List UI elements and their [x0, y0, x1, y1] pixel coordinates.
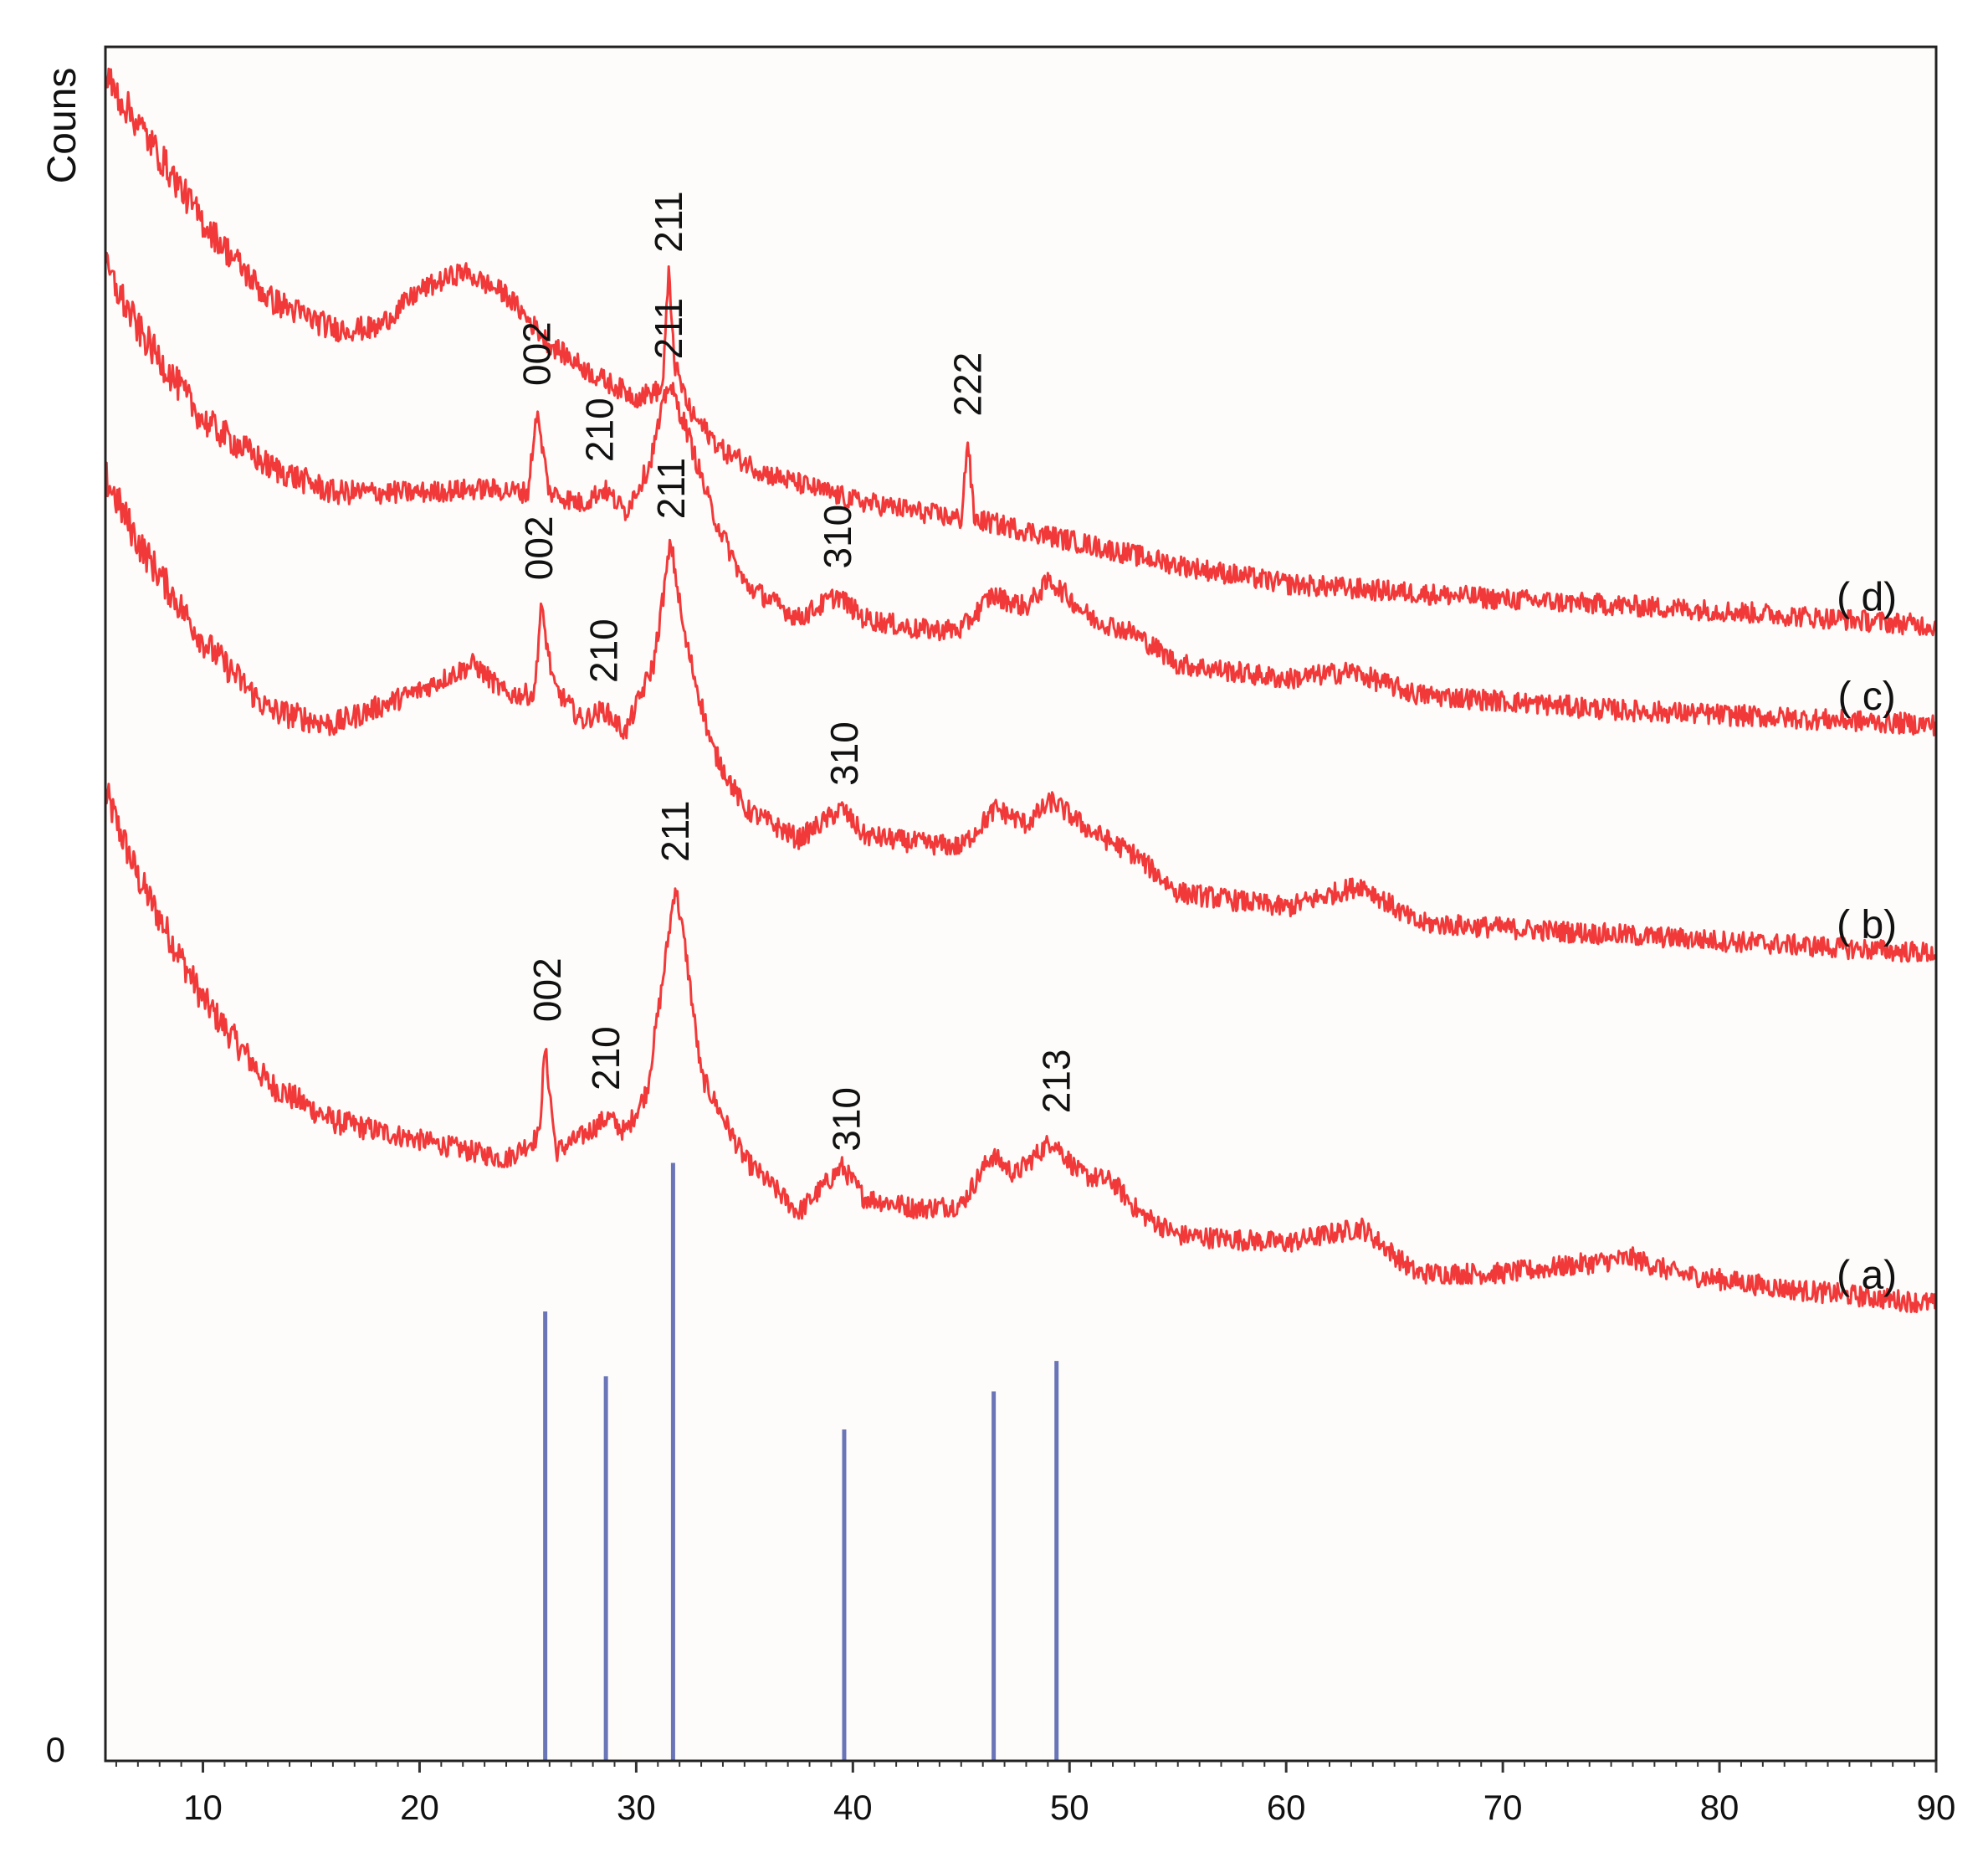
peak-label: 310	[825, 1087, 868, 1152]
peak-label: 310	[822, 721, 866, 786]
plot-frame	[104, 45, 1938, 1763]
peak-label: 213	[1035, 1049, 1079, 1114]
series-label: ( c)	[1837, 675, 1895, 719]
x-tick-label: 80	[1700, 1788, 1740, 1827]
series-curve	[104, 783, 1938, 1313]
reference-lines	[543, 1162, 1059, 1761]
y-zero-label: 0	[46, 1730, 65, 1769]
peak-label: 002	[525, 957, 569, 1022]
peak-label: 002	[517, 516, 561, 580]
x-tick-label: 90	[1917, 1788, 1956, 1827]
peak-label: 002	[515, 321, 558, 386]
x-axis: 10 20 30 40 50 60 70 80 90	[115, 1761, 1956, 1827]
x-tick-label: 30	[617, 1788, 656, 1827]
peak-label: 210	[577, 398, 621, 462]
y-axis-title: Couns	[40, 68, 85, 184]
peak-label: 211	[647, 191, 690, 252]
x-tick-label: 20	[400, 1788, 439, 1827]
x-tick-label: 10	[183, 1788, 223, 1827]
x-tick-label: 70	[1483, 1788, 1523, 1827]
series-label: ( d)	[1837, 576, 1897, 620]
curve-labels: ( a) ( b) ( c) ( d)	[1837, 576, 1897, 1298]
peak-label: 222	[946, 352, 990, 417]
peak-annotations: 002 210 211 310 213 002 210 211 310 002 210 211 310 2…	[515, 191, 1078, 1151]
curves	[104, 67, 1938, 1313]
peak-label: 310	[816, 505, 859, 569]
x-tick-label: 40	[833, 1788, 873, 1827]
x-tick-label: 50	[1050, 1788, 1089, 1827]
series-curve	[104, 251, 1938, 736]
peak-label: 210	[582, 618, 626, 683]
series-label: ( b)	[1837, 903, 1897, 947]
x-tick-label: 60	[1267, 1788, 1306, 1827]
series-curve	[104, 67, 1937, 637]
peak-label: 211	[649, 458, 693, 519]
peak-label: 211	[653, 801, 697, 862]
series-curve	[104, 461, 1938, 963]
series-label: ( a)	[1837, 1254, 1897, 1298]
peak-label: 211	[647, 298, 690, 359]
peak-label: 210	[584, 1026, 628, 1091]
plot-area	[105, 47, 1936, 1761]
